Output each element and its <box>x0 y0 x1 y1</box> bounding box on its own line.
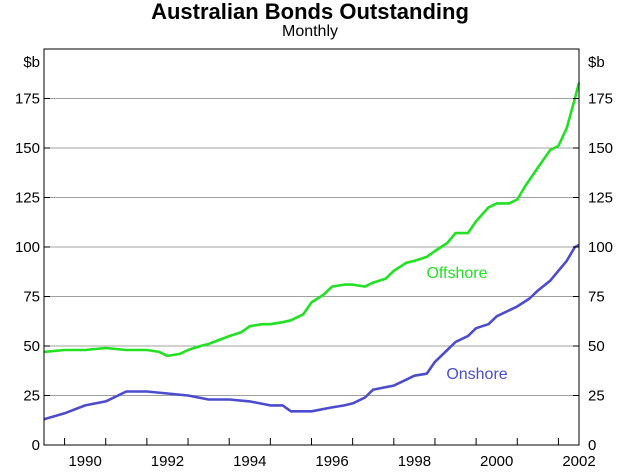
y-tick-label-left: 100 <box>15 239 40 256</box>
x-tick-label: 1990 <box>68 453 101 470</box>
y-tick-label-right: 100 <box>588 239 613 256</box>
y-axis-right: 0 25 50 75 100 125 150 175 <box>573 91 613 454</box>
chart-subtitle: Monthly <box>281 23 339 40</box>
x-tick-label: 1998 <box>398 453 431 470</box>
series-label-offshore: Offshore <box>426 265 487 282</box>
y-tick-label-right: 75 <box>588 289 605 306</box>
y-tick-label-left: 175 <box>15 91 40 108</box>
y-tick-label-right: 125 <box>588 190 613 207</box>
y-tick-label-left: 150 <box>15 140 40 157</box>
x-tick-label: 1994 <box>233 453 266 470</box>
x-tick-label: 1996 <box>315 453 348 470</box>
series-label-onshore: Onshore <box>446 366 507 383</box>
x-tick-label: 1992 <box>151 453 184 470</box>
y-unit-right: $b <box>588 54 605 71</box>
y-unit-left: $b <box>23 54 40 71</box>
series-line-offshore <box>43 82 581 358</box>
y-tick-label-right: 25 <box>588 388 605 405</box>
y-tick-label-right: 50 <box>588 338 605 355</box>
y-tick-label-left: 0 <box>32 437 40 454</box>
y-tick-label-left: 75 <box>23 289 40 306</box>
x-tick-label: 2000 <box>480 453 513 470</box>
y-tick-label-right: 0 <box>588 437 596 454</box>
x-tick-label: 2002 <box>562 453 595 470</box>
y-tick-label-right: 175 <box>588 91 613 108</box>
y-tick-label-left: 25 <box>23 388 40 405</box>
series-labels: Offshore Onshore <box>426 265 507 383</box>
series-line-onshore <box>43 243 580 421</box>
series-lines <box>43 82 581 421</box>
chart-title: Australian Bonds Outstanding <box>151 0 469 24</box>
y-tick-label-left: 125 <box>15 190 40 207</box>
y-axis-left: 0 25 50 75 100 125 150 175 <box>15 91 50 454</box>
grid-lines <box>44 98 579 396</box>
x-axis: 1990 1992 1994 1996 1998 2000 2002 <box>64 438 596 470</box>
y-tick-label-right: 150 <box>588 140 613 157</box>
y-tick-label-left: 50 <box>23 338 40 355</box>
